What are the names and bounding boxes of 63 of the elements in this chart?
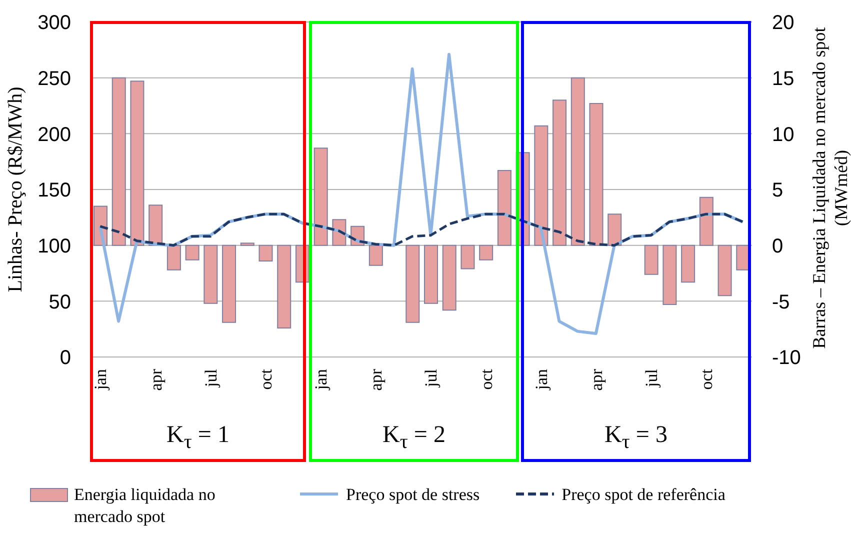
y-tick-label: 250 xyxy=(38,68,71,90)
bar xyxy=(166,244,181,270)
bar xyxy=(368,244,383,266)
x-tick-label: oct xyxy=(256,368,276,390)
y2-tick-label: 5 xyxy=(772,180,784,202)
y-tick-label: 150 xyxy=(38,180,71,202)
bar xyxy=(406,244,420,323)
text: K$_{τ}$ = 1 xyxy=(166,422,230,454)
y2-tick-label: 15 xyxy=(772,68,794,90)
text: K$_{τ}$ = 2 xyxy=(382,422,446,454)
bar xyxy=(534,125,548,246)
bar xyxy=(589,103,604,246)
bar xyxy=(222,244,236,323)
bar xyxy=(442,244,456,311)
bar xyxy=(460,244,475,270)
x-tick-label: jul xyxy=(201,368,220,388)
bar xyxy=(204,244,218,304)
y-tick-label: 300 xyxy=(38,12,71,34)
bar xyxy=(644,244,658,275)
y2-axis-title: Barras – Energia Liquidada no mercado spot (MWméd) xyxy=(808,26,851,351)
y2-tick-label: 10 xyxy=(772,124,794,146)
y-tick-label: 100 xyxy=(38,235,71,258)
x-tick-label: jan xyxy=(312,368,331,391)
y2-tick-label: -5 xyxy=(772,291,790,314)
legend-label: Preço spot de referência xyxy=(562,484,726,506)
bar xyxy=(185,244,200,260)
bar xyxy=(570,77,585,246)
x-tick-label: oct xyxy=(476,368,496,390)
bar xyxy=(497,170,512,246)
bar xyxy=(718,244,732,296)
y2-tick-label: -10 xyxy=(772,347,801,370)
bar xyxy=(148,204,163,246)
y2-tick-label: 20 xyxy=(772,12,794,34)
x-tick-label: apr xyxy=(586,368,606,391)
bar xyxy=(479,244,494,260)
bar xyxy=(277,244,292,328)
bar xyxy=(424,244,438,304)
bar xyxy=(681,244,696,283)
line-series xyxy=(98,212,744,247)
y-tick-label: 200 xyxy=(38,124,71,146)
bar xyxy=(112,77,126,246)
x-tick-label: jan xyxy=(91,368,110,391)
y-tick-label: 50 xyxy=(48,291,71,314)
y-tick-label: 0 xyxy=(60,347,71,370)
bar xyxy=(258,244,273,262)
x-tick-label: oct xyxy=(697,368,716,390)
text: K$_{τ}$ = 3 xyxy=(604,422,668,454)
bar xyxy=(240,242,254,246)
bar xyxy=(552,100,567,246)
x-tick-label: apr xyxy=(366,368,386,391)
x-tick-label: jul xyxy=(642,368,662,388)
bar xyxy=(662,244,677,306)
bar xyxy=(699,196,714,246)
x-tick-label: apr xyxy=(146,368,166,391)
y-axis-title: Linhas- Preço (R$/MWh) xyxy=(4,86,28,294)
y2-tick-label: 0 xyxy=(772,235,784,258)
bar xyxy=(608,214,622,246)
bar xyxy=(130,80,144,246)
legend-label: Preço spot de stress xyxy=(346,484,480,506)
legend-label: Energia liquidada no mercado spot xyxy=(74,484,216,528)
bar xyxy=(314,148,328,246)
x-tick-label: jan xyxy=(532,368,551,391)
x-tick-label: jul xyxy=(422,368,441,388)
